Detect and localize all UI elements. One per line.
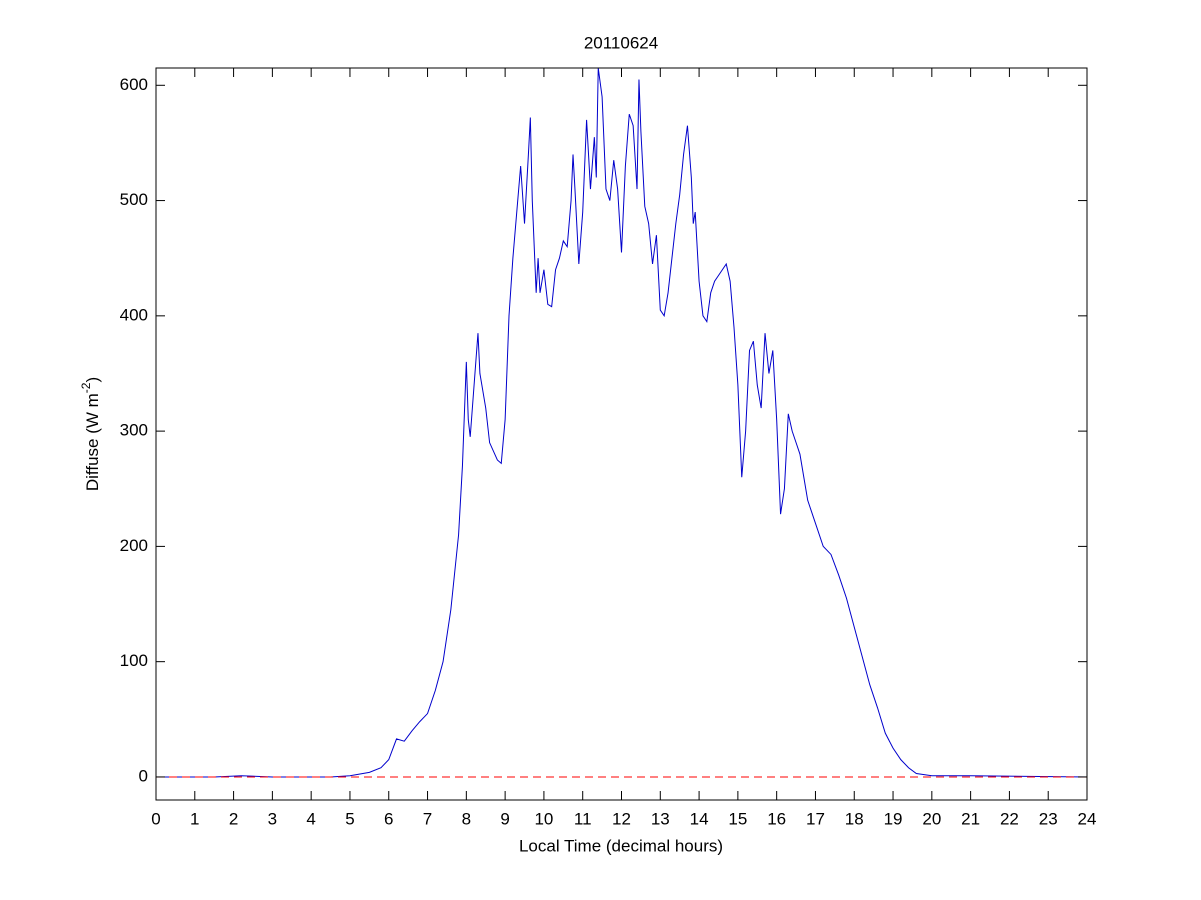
y-tick-label: 600 — [120, 75, 148, 94]
chart-title: 20110624 — [584, 33, 658, 52]
x-tick-label: 24 — [1078, 809, 1097, 828]
x-tick-label: 7 — [423, 809, 432, 828]
y-tick-label: 400 — [120, 305, 148, 324]
x-tick-label: 8 — [462, 809, 471, 828]
x-tick-label: 21 — [961, 809, 980, 828]
x-tick-label: 23 — [1039, 809, 1058, 828]
x-tick-label: 14 — [690, 809, 709, 828]
y-axis-label: Diffuse (W m-2) — [79, 377, 102, 491]
y-tick-label: 0 — [139, 766, 148, 785]
x-tick-label: 17 — [806, 809, 825, 828]
x-tick-label: 1 — [190, 809, 199, 828]
x-tick-label: 11 — [574, 809, 592, 828]
x-tick-label: 22 — [1000, 809, 1019, 828]
x-tick-label: 5 — [345, 809, 354, 828]
x-tick-label: 12 — [612, 809, 631, 828]
x-tick-label: 10 — [534, 809, 553, 828]
x-tick-label: 2 — [229, 809, 238, 828]
data-line — [156, 67, 1088, 778]
x-tick-label: 16 — [767, 809, 786, 828]
x-tick-label: 4 — [306, 809, 315, 828]
x-tick-label: 3 — [268, 809, 277, 828]
y-tick-label: 100 — [120, 651, 148, 670]
x-tick-label: 20 — [922, 809, 941, 828]
x-tick-label: 18 — [845, 809, 864, 828]
x-tick-label: 15 — [728, 809, 747, 828]
x-axis-label: Local Time (decimal hours) — [519, 836, 723, 855]
y-tick-label: 300 — [120, 421, 148, 440]
y-tick-label: 200 — [120, 536, 148, 555]
x-tick-label: 9 — [500, 809, 509, 828]
x-tick-label: 19 — [884, 809, 903, 828]
y-label-text: Diffuse (W m — [83, 393, 102, 491]
x-tick-label: 13 — [651, 809, 670, 828]
y-tick-label: 500 — [120, 190, 148, 209]
x-tick-label: 6 — [384, 809, 393, 828]
y-label-superscript: -2 — [79, 382, 93, 393]
x-tick-label: 0 — [151, 809, 160, 828]
y-label-suffix: ) — [83, 377, 102, 383]
